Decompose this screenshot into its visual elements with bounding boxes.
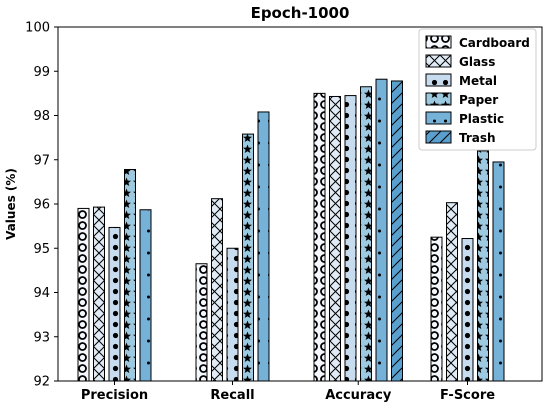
x-axis-categories: Precision Recall Accuracy F-Score bbox=[81, 381, 495, 403]
bar-plastic-f-score bbox=[492, 161, 505, 382]
bar-paper-accuracy bbox=[360, 86, 372, 382]
x-category-label: F-Score bbox=[440, 388, 495, 403]
x-category-label: Accuracy bbox=[325, 388, 392, 403]
legend-label-paper: Paper bbox=[459, 93, 498, 107]
legend-label-plastic: Plastic bbox=[459, 112, 504, 126]
chart-title: Epoch-1000 bbox=[251, 4, 350, 22]
x-category-label: Precision bbox=[81, 388, 148, 403]
y-axis-ticks: 92 93 94 95 96 97 98 99 100 bbox=[25, 21, 58, 390]
bar-plastic-accuracy bbox=[375, 78, 388, 382]
bar-paper-recall bbox=[242, 133, 254, 382]
y-tick-label: 97 bbox=[33, 153, 50, 168]
bar-glass-precision bbox=[93, 206, 105, 382]
legend-swatch-metal bbox=[425, 73, 452, 87]
y-tick-label: 96 bbox=[33, 198, 50, 213]
bar-metal-accuracy bbox=[344, 95, 357, 382]
y-tick-label: 93 bbox=[33, 330, 50, 345]
bar-cardboard-precision bbox=[77, 207, 90, 382]
bar-trash-accuracy bbox=[391, 80, 403, 382]
x-category-label: Recall bbox=[210, 388, 254, 403]
legend-swatch-glass bbox=[425, 54, 452, 68]
bar-glass-f-score bbox=[446, 202, 458, 382]
bar-cardboard-accuracy bbox=[313, 92, 326, 382]
bar-marks bbox=[77, 78, 505, 382]
y-tick-label: 94 bbox=[33, 286, 50, 301]
bar-paper-f-score bbox=[477, 150, 489, 382]
bar-metal-f-score bbox=[461, 238, 474, 382]
bar-plastic-recall bbox=[257, 111, 270, 382]
bar-glass-recall bbox=[211, 198, 223, 382]
y-tick-label: 100 bbox=[25, 21, 50, 36]
y-tick-label: 95 bbox=[33, 242, 50, 257]
y-axis-label: Values (%) bbox=[4, 168, 18, 240]
legend: Cardboard Glass Metal Paper Plastic Trash bbox=[418, 28, 537, 151]
legend-swatch-trash bbox=[425, 130, 452, 144]
y-tick-label: 92 bbox=[33, 375, 50, 390]
bar-paper-precision bbox=[124, 168, 136, 382]
bar-plastic-precision bbox=[139, 209, 152, 382]
bar-glass-accuracy bbox=[329, 95, 341, 382]
legend-swatch-paper bbox=[425, 92, 452, 106]
bar-metal-precision bbox=[108, 226, 121, 382]
y-tick-label: 99 bbox=[33, 65, 50, 80]
legend-swatch-cardboard bbox=[425, 35, 452, 49]
legend-swatch-plastic bbox=[425, 111, 452, 125]
legend-label-trash: Trash bbox=[459, 131, 496, 145]
plot-frame bbox=[57, 26, 543, 382]
y-tick-label: 98 bbox=[33, 109, 50, 124]
bar-cardboard-recall bbox=[195, 263, 208, 382]
bar-cardboard-f-score bbox=[430, 236, 443, 382]
legend-label-cardboard: Cardboard bbox=[459, 36, 530, 50]
legend-label-glass: Glass bbox=[459, 55, 495, 69]
bar-metal-recall bbox=[226, 247, 239, 382]
legend-label-metal: Metal bbox=[459, 74, 497, 88]
